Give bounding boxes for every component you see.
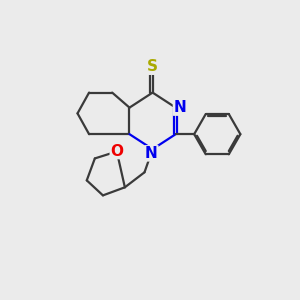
- Text: O: O: [110, 143, 123, 158]
- Text: S: S: [147, 59, 158, 74]
- Text: N: N: [173, 100, 186, 115]
- Text: N: N: [145, 146, 158, 161]
